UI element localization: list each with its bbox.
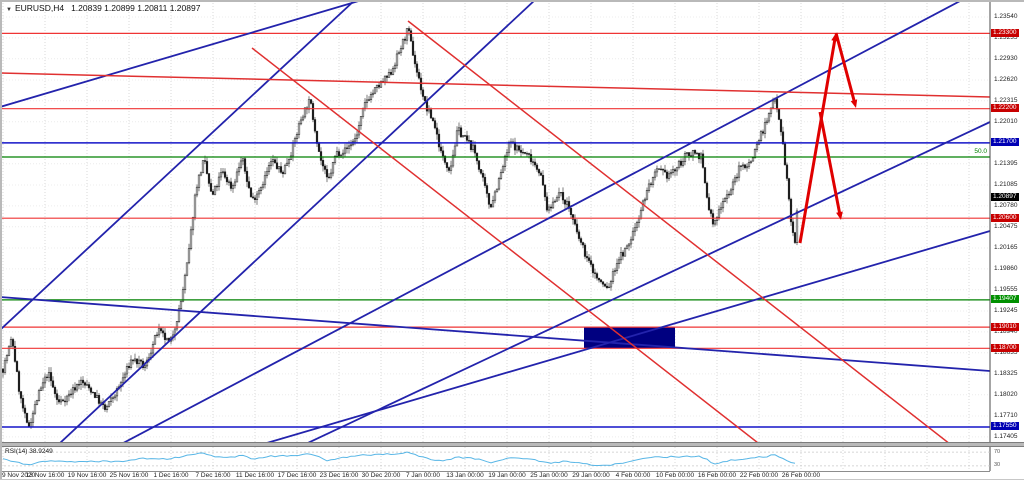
forecast-arrow-line[interactable] — [834, 32, 857, 105]
chart-title: ▼ EURUSD,H4 1.20839 1.20899 1.20811 1.2089… — [6, 3, 200, 13]
date-label: 9 Nov 2020 — [2, 472, 36, 479]
date-label: 16 Feb 00:00 — [697, 472, 737, 479]
price-tick-label: 1.19555 — [994, 285, 1018, 293]
date-label: 29 Jan 00:00 — [572, 472, 610, 479]
date-label: 19 Jan 00:00 — [488, 472, 526, 479]
date-label: 13 Nov 16:00 — [25, 472, 65, 479]
level-badge-1.19407: 1.19407 — [991, 295, 1019, 304]
red-trendline[interactable] — [0, 72, 991, 98]
price-tick-label: 1.21395 — [994, 159, 1018, 167]
level-badge-1.22200: 1.22200 — [991, 104, 1019, 113]
rsi-curve — [2, 451, 796, 466]
date-label: 26 Feb 00:00 — [781, 472, 821, 479]
fib-50-label: 50.0 — [974, 147, 987, 155]
price-tick-label: 1.17405 — [994, 432, 1018, 440]
red-trendline[interactable] — [407, 20, 964, 442]
price-tick-label: 1.19245 — [994, 306, 1018, 314]
level-badge-1.19010: 1.19010 — [991, 322, 1019, 331]
candlestick-down-bodies — [1, 28, 797, 428]
blue-trendline[interactable] — [219, 230, 991, 442]
price-tick-label: 1.22620 — [994, 75, 1018, 83]
date-label: 10 Feb 00:00 — [655, 472, 695, 479]
date-label: 25 Jan 00:00 — [530, 472, 568, 479]
date-label: 23 Dec 16:00 — [319, 472, 359, 479]
date-label: 22 Feb 00:00 — [739, 472, 779, 479]
price-tick-label: 1.18020 — [994, 390, 1018, 398]
price-tick-label: 1.20165 — [994, 244, 1018, 251]
price-tick-label: 1.22315 — [994, 96, 1018, 104]
rsi-scale-label: 30 — [994, 462, 1001, 469]
level-badge-1.21700: 1.21700 — [991, 138, 1019, 147]
window-border-left — [0, 0, 2, 480]
rsi-scale-label: 70 — [994, 448, 1001, 455]
level-badge-1.17550: 1.17550 — [991, 422, 1019, 431]
price-tick-label: 1.22930 — [994, 54, 1018, 62]
date-label: 4 Feb 00:00 — [615, 472, 651, 479]
blue-trendline[interactable] — [45, 0, 536, 442]
price-tick-label: 1.22010 — [994, 117, 1018, 125]
date-label: 30 Dec 20:00 — [361, 472, 401, 479]
candlestick-wicks — [2, 26, 798, 429]
forecast-arrow-line[interactable] — [798, 36, 837, 244]
window-border-top — [0, 0, 1024, 2]
price-tick-label: 1.19860 — [994, 264, 1018, 272]
price-tick-label: 1.23235 — [994, 33, 1018, 41]
forecast-arrowhead — [836, 211, 843, 220]
rsi-pane-border — [0, 471, 990, 472]
date-label: 19 Nov 16:00 — [67, 472, 107, 479]
price-chart-canvas[interactable] — [0, 0, 1024, 442]
price-tick-label: 1.18940 — [994, 327, 1018, 335]
blue-trendline[interactable] — [0, 296, 991, 372]
price-tick-label: 1.21085 — [994, 181, 1018, 189]
date-label: 25 Nov 16:00 — [109, 472, 149, 479]
blue-trendline[interactable] — [0, 0, 363, 108]
level-badge-1.18700: 1.18700 — [991, 343, 1019, 352]
date-label: 1 Dec 16:00 — [153, 472, 189, 479]
current-price-badge: 1.20897 — [991, 193, 1019, 202]
symbol-dropdown-icon[interactable]: ▼ — [6, 7, 12, 13]
price-tick-label: 1.20475 — [994, 222, 1018, 230]
chart-symbol-period: EURUSD,H4 — [14, 3, 65, 13]
pane-separator[interactable] — [0, 442, 1024, 447]
level-badge-1.23300: 1.23300 — [991, 28, 1019, 37]
date-label: 17 Dec 16:00 — [277, 472, 317, 479]
forecast-arrow-line[interactable] — [818, 111, 842, 217]
forecast-arrowhead — [850, 99, 858, 108]
price-tick-label: 1.20780 — [994, 201, 1018, 209]
level-badge-1.20600: 1.20600 — [991, 213, 1019, 222]
date-label: 7 Dec 16:00 — [195, 472, 231, 479]
price-tick-label: 1.23540 — [994, 13, 1018, 20]
date-label: 13 Jan 00:00 — [446, 472, 484, 479]
candlestick-up-bodies — [3, 28, 799, 428]
chart-ohlc-values: 1.20839 1.20899 1.20811 1.20897 — [71, 3, 201, 13]
blue-trendline[interactable] — [278, 121, 991, 442]
price-tick-label: 1.17710 — [994, 412, 1018, 420]
blue-trendline[interactable] — [0, 0, 356, 331]
date-label: 7 Jan 00:00 — [406, 472, 440, 479]
price-tick-label: 1.18325 — [994, 369, 1018, 377]
red-trendline[interactable] — [251, 47, 776, 442]
price-tick-label: 1.18635 — [994, 348, 1018, 356]
rsi-label: RSI(14) 38.9249 — [5, 448, 53, 455]
rsi-indicator-canvas[interactable] — [0, 447, 1024, 471]
date-label: 11 Dec 16:00 — [235, 472, 275, 479]
blue-trendline[interactable] — [110, 0, 963, 442]
